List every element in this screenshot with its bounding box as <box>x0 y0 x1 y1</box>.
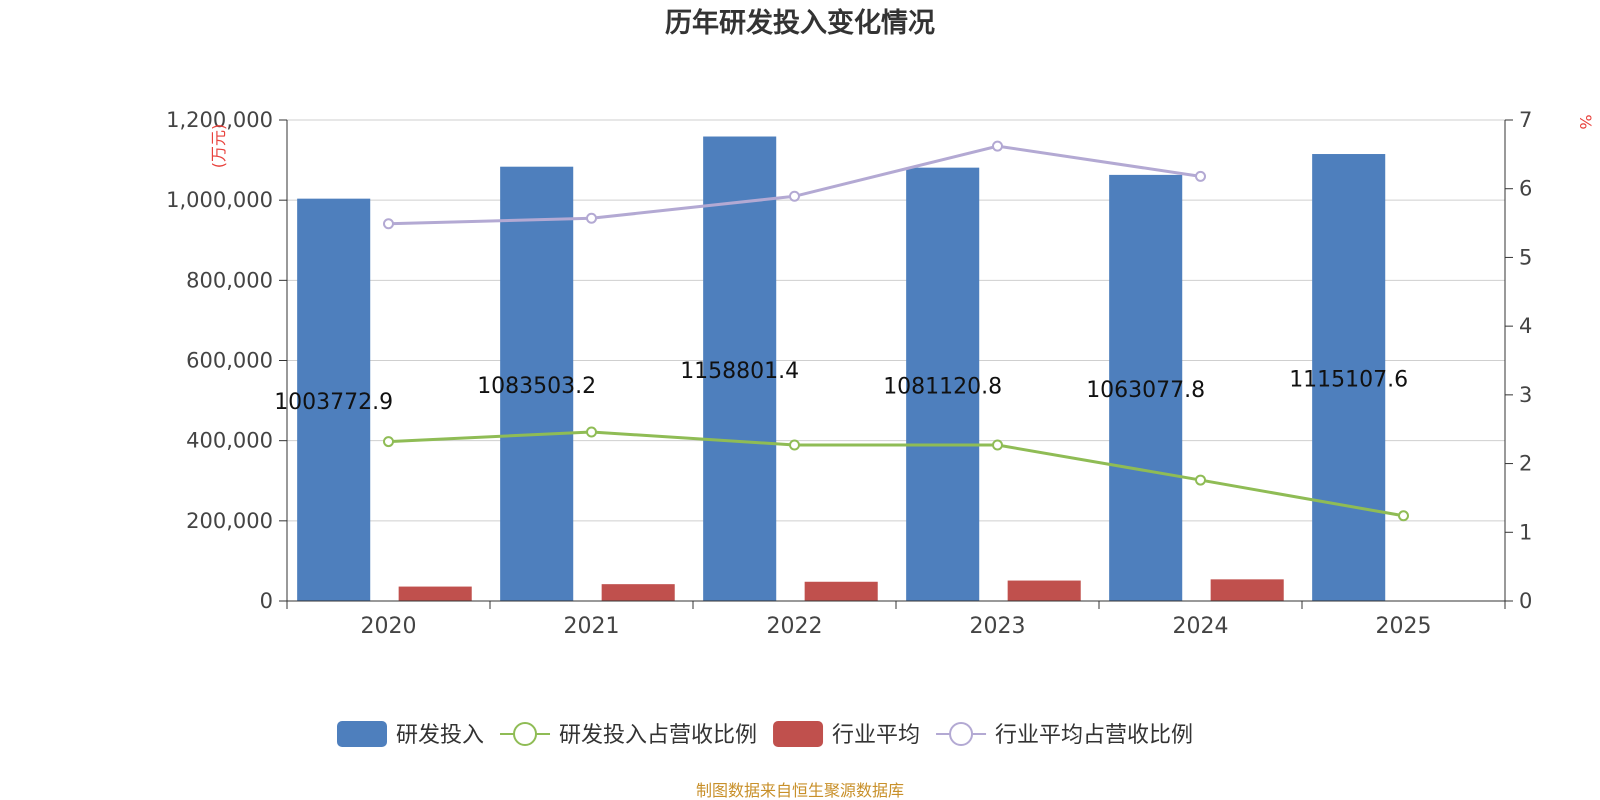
point-行业平均占营收比例-2024 <box>1195 170 1206 182</box>
source-note: 制图数据来自恒生聚源数据库 <box>696 781 904 800</box>
data-label-研发投入-2021: 1083503.2 <box>477 374 596 399</box>
bar-研发投入-2020 <box>297 198 371 601</box>
bar-研发投入-2022 <box>703 136 777 601</box>
legend-label-研发投入: 研发投入 <box>396 723 484 748</box>
legend-label-研发投入占营收比例: 研发投入占营收比例 <box>559 723 757 748</box>
left-axis-tick-label: 400,000 <box>186 429 273 453</box>
data-label-研发投入-2020: 1003772.9 <box>274 390 393 415</box>
bar-研发投入-2024 <box>1109 174 1183 601</box>
bar-行业平均-2023 <box>1007 580 1081 601</box>
point-行业平均占营收比例-2023 <box>992 140 1003 152</box>
legend: 研发投入 研发投入占营收比例 行业平均 行业平均占营收比例 <box>337 721 1193 748</box>
legend-swatch-行业平均 <box>773 721 824 747</box>
x-axis-tick-label: 2020 <box>361 614 417 639</box>
axes: 0 200,000 400,000 600,000 800,000 1,000,000 1,… <box>166 108 1532 639</box>
left-axis-tick-label: 1,000,000 <box>166 188 273 212</box>
left-axis-tick-label: 800,000 <box>186 268 273 292</box>
point-研发投入占营收比例-2021 <box>586 426 597 438</box>
x-axis-tick-label: 2021 <box>564 614 620 639</box>
bar-行业平均-2020 <box>398 586 472 601</box>
bar-研发投入-2021 <box>500 166 574 601</box>
point-研发投入占营收比例-2024 <box>1195 474 1206 486</box>
bar-行业平均-2024 <box>1210 579 1284 601</box>
legend-label-行业平均: 行业平均 <box>832 723 920 748</box>
grid <box>287 119 1505 522</box>
right-axis-tick-label: 6 <box>1519 177 1532 201</box>
x-axis-tick-label: 2022 <box>767 614 823 639</box>
right-axis-tick-label: 2 <box>1519 452 1532 476</box>
right-axis-tick-label: 7 <box>1519 108 1532 132</box>
point-行业平均占营收比例-2022 <box>789 190 800 202</box>
right-axis-tick-label: 5 <box>1519 245 1532 269</box>
data-labels: 1003772.9 1083503.2 1158801.4 1081120.8 1063… <box>274 359 1408 415</box>
bar-行业平均-2021 <box>601 584 675 601</box>
right-axis-tick-label: 4 <box>1519 314 1532 338</box>
right-axis-unit-label: % <box>1576 114 1595 129</box>
left-axis-tick-label: 600,000 <box>186 349 273 373</box>
data-label-研发投入-2022: 1158801.4 <box>680 359 799 384</box>
x-axis-tick-label: 2023 <box>970 614 1026 639</box>
legend-marker-研发投入占营收比例 <box>513 722 538 746</box>
left-axis-unit-label: (万元) <box>209 124 228 169</box>
point-研发投入占营收比例-2022 <box>789 439 800 451</box>
bar-研发投入-2023 <box>906 167 980 601</box>
right-axis-tick-label: 0 <box>1519 589 1532 613</box>
legend-swatch-研发投入 <box>337 721 387 747</box>
data-label-研发投入-2023: 1081120.8 <box>883 374 1002 399</box>
left-axis-tick-label: 200,000 <box>186 509 273 533</box>
point-研发投入占营收比例-2023 <box>992 439 1003 451</box>
x-axis-tick-label: 2025 <box>1376 614 1432 639</box>
bar-行业平均-2022 <box>804 581 878 601</box>
legend-label-行业平均占营收比例: 行业平均占营收比例 <box>995 723 1193 748</box>
bar-研发投入-2025 <box>1312 154 1386 601</box>
right-axis-tick-label: 3 <box>1519 383 1532 407</box>
left-axis-tick-label: 0 <box>260 589 273 613</box>
data-label-研发投入-2024: 1063077.8 <box>1086 378 1205 403</box>
point-行业平均占营收比例-2020 <box>383 218 394 230</box>
left-axis-tick-label: 1,200,000 <box>166 108 273 132</box>
point-研发投入占营收比例-2025 <box>1398 510 1409 522</box>
line-研发投入占营收比例 <box>388 430 1404 518</box>
chart-title: 历年研发投入变化情况 <box>665 7 935 39</box>
x-axis-tick-label: 2024 <box>1173 614 1229 639</box>
right-axis-tick-label: 1 <box>1519 520 1532 544</box>
point-行业平均占营收比例-2021 <box>586 212 597 224</box>
data-label-研发投入-2025: 1115107.6 <box>1289 368 1408 393</box>
point-研发投入占营收比例-2020 <box>383 436 394 448</box>
bars <box>297 136 1386 601</box>
lines <box>383 140 1409 522</box>
legend-marker-行业平均占营收比例 <box>949 722 974 746</box>
